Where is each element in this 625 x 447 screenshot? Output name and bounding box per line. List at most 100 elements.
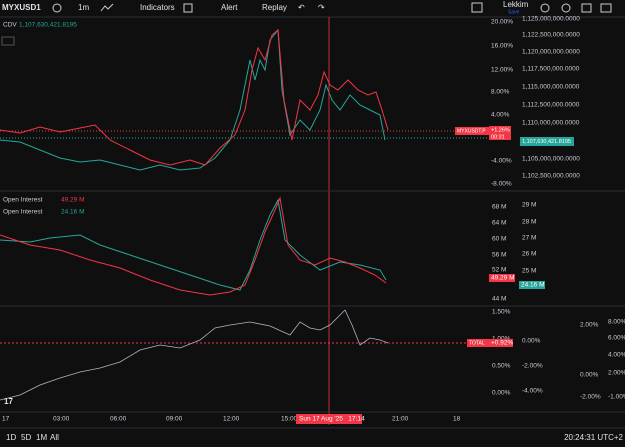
interval[interactable]: 1m [78, 3, 89, 12]
oi-tick: 60 M [492, 236, 506, 243]
pct-tick: 1.50% [492, 309, 511, 316]
pct-tick: 2.00% [608, 370, 625, 377]
oi-axis: 68 M 64 M 60 M 56 M 52 M 44 M [492, 204, 506, 303]
replay[interactable]: Replay [262, 3, 287, 12]
time-tick: 03:00 [53, 416, 70, 423]
total-tag [489, 339, 513, 347]
price-tick: 1,110,000,000.0000 [522, 120, 580, 127]
crosshair-time: Sun 17 Aug '25 17:14 [299, 416, 365, 423]
pane-value: 1,107,630,421.8195 [19, 22, 77, 29]
settings[interactable] [561, 3, 571, 13]
pct-axes: 1.50%1.00%0.50%0.00%0.00%-2.00%-4.00%2.0… [492, 309, 625, 401]
cdv-line [0, 29, 389, 166]
oi-tag [519, 281, 545, 289]
price-axis: 1,125,000,000.0000 1,122,500,000.0000 1,12… [522, 16, 580, 180]
price-tick: 1,125,000,000.0000 [522, 16, 580, 23]
chart-type[interactable] [100, 3, 114, 12]
bottom-bar: 1D 5D 1M All [6, 433, 59, 442]
pct-tick: 4.00% [608, 352, 625, 359]
pct-tick: -8.00% [491, 181, 512, 188]
redo[interactable]: ↷ [318, 3, 325, 12]
oi-tick: 29 M [522, 202, 536, 209]
price-tick: 1,112,500,000.0000 [522, 102, 580, 109]
time-tick: 15:00 [281, 416, 298, 423]
time-tick: 17 [2, 416, 10, 423]
pct-tick: 0.00% [580, 372, 599, 379]
time-tick: 06:00 [110, 416, 127, 423]
oi-tick: 56 M [492, 252, 506, 259]
oi-tick: 28 M [522, 219, 536, 226]
pct-tick: -2.00% [580, 394, 601, 401]
pct-tick: 4.00% [491, 112, 510, 119]
fullscreen-btn[interactable] [471, 2, 483, 13]
range-btn[interactable]: 1D [6, 433, 16, 442]
legend-name: Open Interest [3, 197, 43, 204]
range-btn[interactable]: All [50, 433, 59, 442]
range-btn[interactable]: 1M [36, 433, 47, 442]
price-tag [520, 137, 574, 146]
pct-tick: 16.00% [491, 43, 513, 50]
price-tick: 1,122,500,000.0000 [522, 32, 580, 39]
undo[interactable]: ↶ [298, 3, 305, 12]
oi-tick: 68 M [492, 204, 506, 211]
collapse[interactable] [1, 36, 15, 46]
legend-value: 49.29 M [61, 197, 85, 204]
time-tick: 21:00 [392, 416, 409, 423]
templates[interactable] [183, 3, 193, 13]
oi-tick: 52 M [492, 267, 506, 274]
countdown: 00:31 [491, 134, 505, 140]
add-symbol[interactable] [52, 3, 62, 13]
search[interactable] [540, 3, 550, 13]
total-tag [467, 339, 489, 347]
alert[interactable]: Alert [221, 3, 238, 12]
layout-name[interactable]: Lekkim [503, 0, 529, 9]
oi-tick: 44 M [492, 296, 506, 303]
oi-tick: 25 M [522, 268, 536, 275]
range-btn[interactable]: 5D [21, 433, 31, 442]
pct-tick: 2.00% [580, 322, 599, 329]
oi-tag [489, 274, 515, 282]
layout-btn[interactable] [581, 3, 592, 13]
pane-title: CDV [3, 22, 17, 29]
total-name: TOTAL [469, 340, 485, 346]
change-tag [489, 126, 511, 140]
time-axis: 17 03:00 06:00 09:00 12:00 15:00 21:00 18 [2, 416, 461, 423]
snapshot[interactable] [600, 3, 612, 13]
logo: 17 [4, 397, 13, 406]
oi-line [0, 196, 387, 296]
oi-tick: 64 M [492, 220, 506, 227]
price-label: 1,107,630,421.8195 [522, 139, 571, 145]
price-tick: 1,102,500,000.0000 [522, 173, 580, 180]
oi-axis: 29 M 28 M 27 M 26 M 25 M [522, 202, 536, 275]
pct-tick: 8.00% [491, 89, 510, 96]
time-tick: 18 [453, 416, 461, 423]
oi-label: 24.16 M [521, 282, 545, 289]
indicators[interactable]: Indicators [140, 3, 175, 12]
symbol[interactable]: MYXUSD1 [2, 3, 41, 12]
price-tick: 1,117,500,000.0000 [522, 66, 580, 73]
pct-tick: 8.00% [608, 319, 625, 326]
pct-tick: 0.50% [492, 363, 511, 370]
time-tick: 09:00 [166, 416, 183, 423]
oi-tick: 26 M [522, 251, 536, 258]
legend-name: Open Interest [3, 209, 43, 216]
time-tick: 12:00 [223, 416, 240, 423]
pct-tick: 20.00% [491, 19, 513, 26]
clock: 20:24:31 UTC+2 [564, 433, 623, 442]
crosshair-tag [296, 414, 362, 424]
pct-tick: -2.00% [522, 363, 543, 370]
cdv-line [0, 28, 386, 171]
oi-tick: 27 M [522, 235, 536, 242]
legend-value: 24.16 M [61, 209, 85, 216]
pct-tick: 12.00% [491, 67, 513, 74]
oi-label: 49.29 M [491, 275, 515, 282]
price-tick: 1,120,000,000.0000 [522, 49, 580, 56]
oi-line [0, 198, 387, 291]
pct-tick: -1.00% [608, 394, 625, 401]
save[interactable]: Save [508, 9, 520, 15]
pct-tick: -4.00% [491, 158, 512, 165]
toolbar: MYXUSD1 1m Indicators Alert Replay ↶ ↷ L… [2, 0, 612, 15]
pct-tick: -4.00% [522, 388, 543, 395]
